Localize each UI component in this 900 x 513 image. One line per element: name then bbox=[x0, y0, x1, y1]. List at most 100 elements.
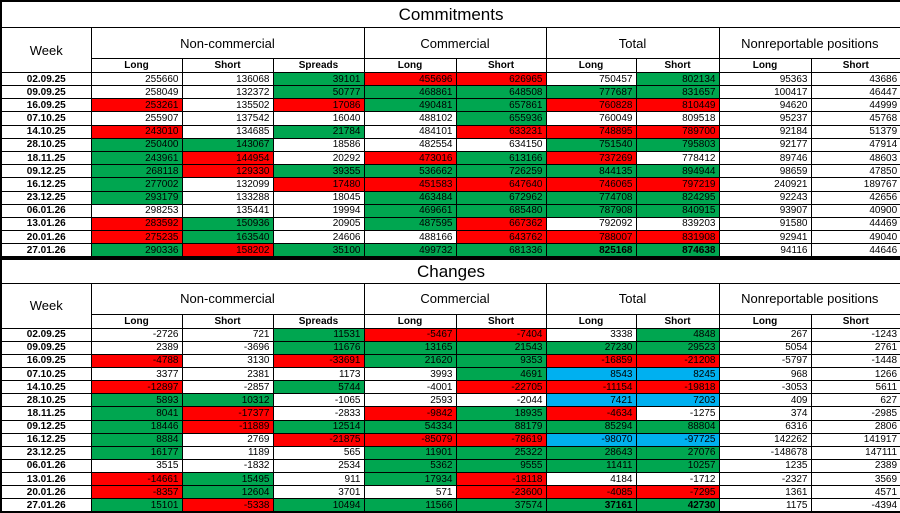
value-cell: -97725 bbox=[635, 432, 720, 447]
value-cell: 100417 bbox=[718, 85, 812, 100]
value-cell: 94116 bbox=[718, 243, 812, 258]
value-cell: 12604 bbox=[181, 485, 274, 500]
value-cell: 750457 bbox=[545, 71, 637, 87]
value-cell: 44646 bbox=[810, 243, 900, 258]
value-cell: 39355 bbox=[272, 164, 365, 179]
value-cell: 5362 bbox=[363, 458, 457, 474]
value-cell: 250400 bbox=[90, 137, 183, 152]
value-cell: -21208 bbox=[635, 353, 720, 369]
value-cell: 4184 bbox=[545, 472, 637, 487]
value-cell: 9555 bbox=[455, 458, 547, 474]
value-cell: 18045 bbox=[272, 190, 365, 205]
value-cell: -1065 bbox=[272, 393, 365, 408]
table-row: 20.01.26 -8357 12604 3701 571 -23600 -4085 -729… bbox=[0, 485, 900, 500]
value-cell: -1448 bbox=[810, 353, 900, 369]
table-row: 09.09.25 258049 132372 50777 468861 648508 777… bbox=[0, 85, 900, 100]
value-cell: 565 bbox=[272, 445, 365, 460]
value-cell: 831908 bbox=[635, 230, 720, 245]
value-cell: 840915 bbox=[635, 203, 720, 218]
value-cell: 11531 bbox=[272, 327, 365, 342]
value-cell: 51379 bbox=[810, 124, 900, 139]
value-cell: -22705 bbox=[455, 380, 547, 395]
week-cell: 09.09.25 bbox=[0, 85, 92, 100]
value-cell: 42656 bbox=[810, 190, 900, 205]
value-cell: 10312 bbox=[181, 393, 274, 408]
value-cell: -12897 bbox=[90, 380, 183, 395]
value-cell: 147111 bbox=[810, 445, 900, 460]
value-cell: 50777 bbox=[272, 85, 365, 100]
value-cell: 11566 bbox=[363, 498, 457, 513]
value-cell: -7404 bbox=[455, 327, 547, 342]
value-cell: 95363 bbox=[718, 71, 812, 87]
table-row: 14.10.25 -12897 -2857 5744 -4001 -22705 -11154… bbox=[0, 380, 900, 395]
value-cell: -9842 bbox=[363, 406, 457, 421]
value-cell: 16040 bbox=[272, 111, 365, 126]
value-cell: 6316 bbox=[718, 419, 812, 434]
value-cell: 42730 bbox=[635, 498, 720, 513]
value-cell: 21620 bbox=[363, 353, 457, 369]
value-cell: -18118 bbox=[455, 472, 547, 487]
value-cell: -11154 bbox=[545, 380, 637, 395]
value-cell: 163540 bbox=[181, 230, 274, 245]
value-cell: 243010 bbox=[90, 124, 183, 139]
value-cell: 3377 bbox=[90, 367, 183, 382]
value-cell: 626965 bbox=[455, 71, 547, 87]
week-cell: 23.12.25 bbox=[0, 445, 92, 460]
week-cell: 28.10.25 bbox=[0, 393, 92, 408]
week-cell: 09.09.25 bbox=[0, 340, 92, 355]
table-row: 23.12.25 293179 133288 18045 463484 672962 774… bbox=[0, 190, 900, 205]
week-cell: 14.10.25 bbox=[0, 124, 92, 139]
value-cell: 293179 bbox=[90, 190, 183, 205]
week-cell: 18.11.25 bbox=[0, 406, 92, 421]
week-cell: 23.12.25 bbox=[0, 190, 92, 205]
value-cell: 54334 bbox=[363, 419, 457, 434]
value-cell: 17480 bbox=[272, 177, 365, 192]
value-cell: 2381 bbox=[181, 367, 274, 382]
value-cell: 5611 bbox=[810, 380, 900, 395]
value-cell: 789700 bbox=[635, 124, 720, 139]
value-cell: 47850 bbox=[810, 164, 900, 179]
value-cell: -2833 bbox=[272, 406, 365, 421]
value-cell: 760049 bbox=[545, 111, 637, 126]
value-cell: 488166 bbox=[363, 230, 457, 245]
subheader-short: Short bbox=[810, 313, 900, 329]
value-cell: -2857 bbox=[181, 380, 274, 395]
subheader-long: Long bbox=[545, 313, 637, 329]
value-cell: 657861 bbox=[455, 98, 547, 113]
value-cell: 655936 bbox=[455, 111, 547, 126]
value-cell: 39101 bbox=[272, 71, 365, 87]
table-row: 18.11.25 8041 -17377 -2833 -9842 18935 -4634 -1… bbox=[0, 406, 900, 421]
value-cell: 28643 bbox=[545, 445, 637, 460]
value-cell: 8041 bbox=[90, 406, 183, 421]
week-cell: 09.12.25 bbox=[0, 419, 92, 434]
value-cell: 795803 bbox=[635, 137, 720, 152]
value-cell: -17377 bbox=[181, 406, 274, 421]
value-cell: 142262 bbox=[718, 432, 812, 447]
table-row: 06.01.26 3515 -1832 2534 5362 9555 11411 10257 1… bbox=[0, 458, 900, 474]
value-cell: -16859 bbox=[545, 353, 637, 369]
value-cell: 141917 bbox=[810, 432, 900, 447]
value-cell: 27230 bbox=[545, 340, 637, 355]
value-cell: 11676 bbox=[272, 340, 365, 355]
value-cell: 1361 bbox=[718, 485, 812, 500]
value-cell: 255907 bbox=[90, 111, 183, 126]
value-cell: 2761 bbox=[810, 340, 900, 355]
week-cell: 27.01.26 bbox=[0, 243, 92, 258]
value-cell: -2726 bbox=[90, 327, 183, 342]
value-cell: 488102 bbox=[363, 111, 457, 126]
value-cell: 240921 bbox=[718, 177, 812, 192]
week-cell: 07.10.25 bbox=[0, 367, 92, 382]
value-cell: 135441 bbox=[181, 203, 274, 218]
value-cell: -1243 bbox=[810, 327, 900, 342]
value-cell: 88179 bbox=[455, 419, 547, 434]
value-cell: 802134 bbox=[635, 71, 720, 87]
value-cell: -78619 bbox=[455, 432, 547, 447]
subheader-short: Short bbox=[181, 57, 274, 73]
subheader-short: Short bbox=[810, 57, 900, 73]
value-cell: -1832 bbox=[181, 458, 274, 474]
value-cell: 48603 bbox=[810, 150, 900, 166]
value-cell: 49040 bbox=[810, 230, 900, 245]
group-header-non-commercial: Non-commercial bbox=[90, 27, 365, 59]
value-cell: 797219 bbox=[635, 177, 720, 192]
value-cell: -2044 bbox=[455, 393, 547, 408]
